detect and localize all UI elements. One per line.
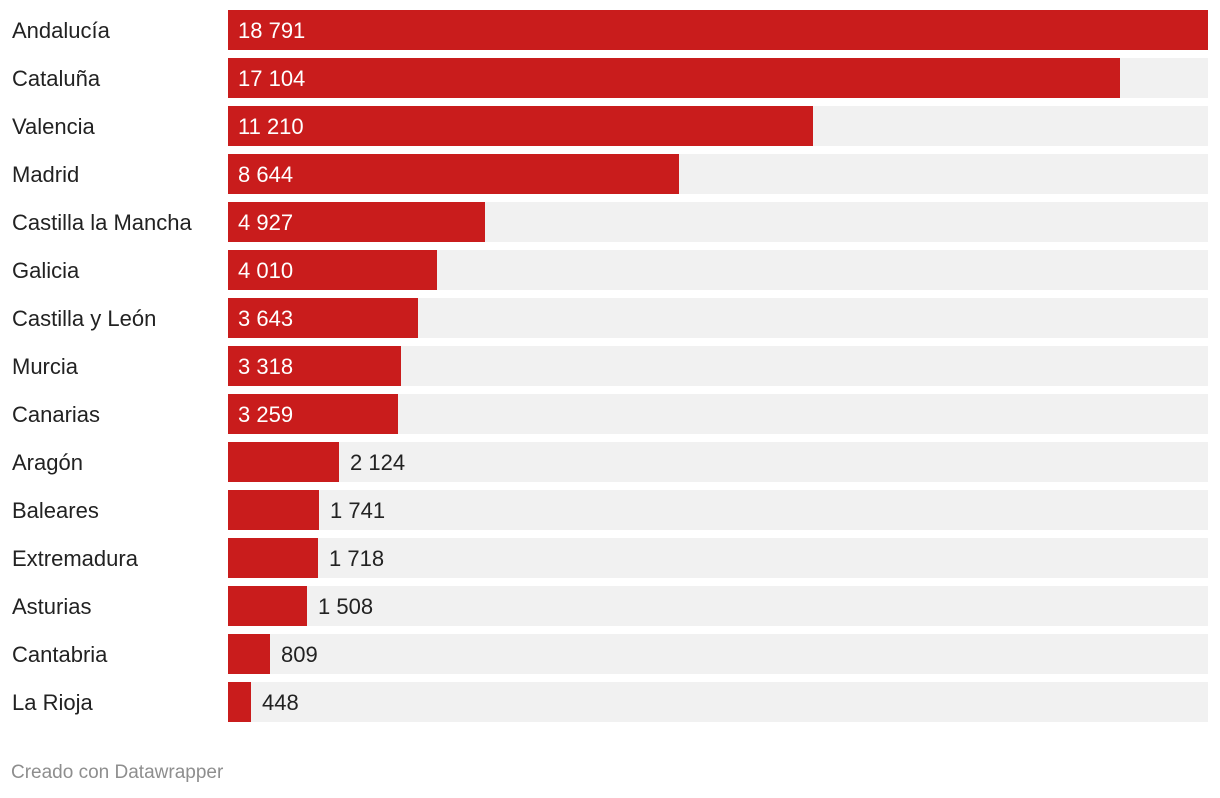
category-label-murcia: Murcia	[12, 354, 79, 379]
category-label-la-rioja: La Rioja	[12, 690, 93, 715]
value-label-castilla-y-leon: 3 643	[238, 306, 293, 331]
bar-track-cantabria	[228, 634, 1208, 674]
value-label-castilla-la-mancha: 4 927	[238, 210, 293, 235]
category-label-andalucia: Andalucía	[12, 18, 111, 43]
bar-valencia[interactable]	[228, 106, 813, 146]
value-label-cataluna: 17 104	[238, 66, 305, 91]
bar-chart: Andalucía 18 791 Cataluña 17 104 Valencia 11 …	[0, 0, 1220, 740]
bar-asturias[interactable]	[228, 586, 307, 626]
category-label-cantabria: Cantabria	[12, 642, 108, 667]
value-label-valencia: 11 210	[238, 114, 304, 139]
category-label-galicia: Galicia	[12, 258, 80, 283]
bar-cantabria[interactable]	[228, 634, 270, 674]
bar-la-rioja[interactable]	[228, 682, 251, 722]
bar-cataluna[interactable]	[228, 58, 1120, 98]
category-label-aragon: Aragón	[12, 450, 83, 475]
value-label-andalucia: 18 791	[238, 18, 305, 43]
category-label-canarias: Canarias	[12, 402, 100, 427]
category-label-cataluna: Cataluña	[12, 66, 101, 91]
value-label-cantabria: 809	[281, 642, 318, 667]
value-label-baleares: 1 741	[330, 498, 385, 523]
value-label-extremadura: 1 718	[329, 546, 384, 571]
category-label-extremadura: Extremadura	[12, 546, 139, 571]
value-label-canarias: 3 259	[238, 402, 293, 427]
datawrapper-credit[interactable]: Creado con Datawrapper	[11, 762, 223, 784]
value-label-madrid: 8 644	[238, 162, 293, 187]
bar-aragon[interactable]	[228, 442, 339, 482]
bar-andalucia[interactable]	[228, 10, 1208, 50]
value-label-la-rioja: 448	[262, 690, 299, 715]
value-label-aragon: 2 124	[350, 450, 405, 475]
category-label-castilla-y-leon: Castilla y León	[12, 306, 156, 331]
bar-track-la-rioja	[228, 682, 1208, 722]
value-label-galicia: 4 010	[238, 258, 293, 283]
bar-madrid[interactable]	[228, 154, 679, 194]
value-label-murcia: 3 318	[238, 354, 293, 379]
category-label-valencia: Valencia	[12, 114, 96, 139]
category-label-asturias: Asturias	[12, 594, 91, 619]
bar-baleares[interactable]	[228, 490, 319, 530]
category-label-baleares: Baleares	[12, 498, 99, 523]
category-label-castilla-la-mancha: Castilla la Mancha	[12, 210, 193, 235]
category-label-madrid: Madrid	[12, 162, 79, 187]
bar-extremadura[interactable]	[228, 538, 318, 578]
bar-track-asturias	[228, 586, 1208, 626]
value-label-asturias: 1 508	[318, 594, 373, 619]
